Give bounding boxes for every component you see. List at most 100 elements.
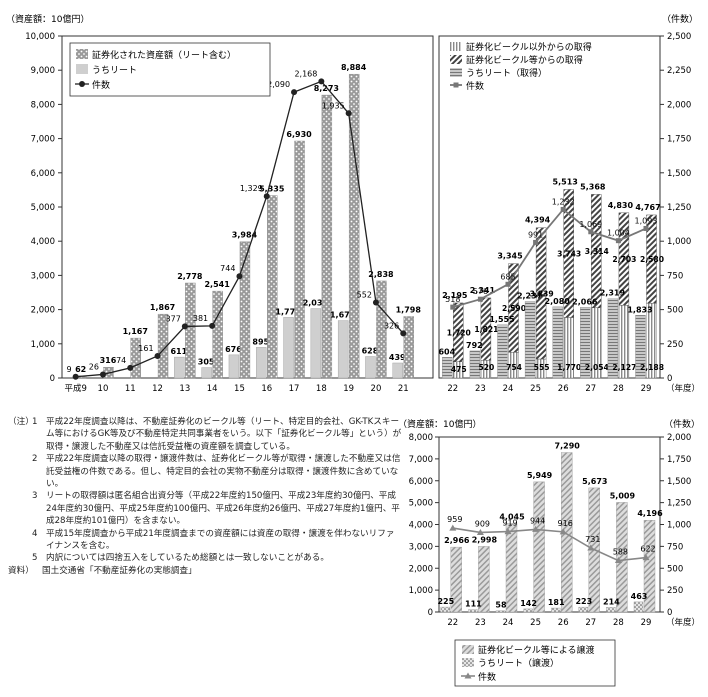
bottom-y-tick-label: 2,000 bbox=[409, 564, 433, 574]
acq-vehicle-label: 1,821 bbox=[474, 325, 498, 334]
transfer-count-label: 944 bbox=[530, 516, 545, 525]
acq-count-label: 1,004 bbox=[607, 229, 630, 238]
legend-label-reit-transfer: うちリート（譲渡） bbox=[478, 657, 559, 669]
acq-count-label: 685 bbox=[500, 272, 515, 281]
x-tick-label: 平成9 bbox=[64, 383, 86, 394]
count-label: 9 bbox=[67, 365, 72, 374]
legend-marker-transfer-count bbox=[464, 672, 472, 679]
acq-total-label: 4,767 bbox=[635, 203, 660, 212]
reit-transfer-label: 181 bbox=[548, 598, 565, 607]
transfer-bar-label: 7,290 bbox=[555, 442, 581, 451]
reit-bar-label: 305 bbox=[198, 358, 215, 367]
legend-marker-acq-count bbox=[453, 82, 459, 88]
y2-tick-label: 2,250 bbox=[667, 66, 691, 76]
transfer-bar bbox=[533, 481, 545, 613]
count-label: 161 bbox=[138, 344, 153, 353]
x-tick-label: 20 bbox=[371, 384, 382, 394]
bottom-y2-tick-label: 1,500 bbox=[667, 477, 691, 487]
acq-vehicle-bar bbox=[508, 263, 519, 353]
bottom-y-tick-label: 8,000 bbox=[409, 433, 433, 443]
acq-vehicle-label: 2,590 bbox=[502, 304, 526, 313]
acq-count-point bbox=[450, 304, 456, 310]
transfer-bar-label: 5,009 bbox=[610, 491, 636, 500]
y-tick-label: 6,000 bbox=[31, 169, 55, 179]
reit-transfer-bar bbox=[523, 608, 533, 613]
y2-axis-title: （件数） bbox=[662, 13, 698, 25]
transfer-count-label: 588 bbox=[613, 548, 628, 557]
acq-vehicle-label: 1,720 bbox=[447, 328, 471, 337]
y-tick-label: 2,000 bbox=[31, 306, 55, 316]
note-prefix: 資料） bbox=[8, 565, 34, 576]
reit-bar-label: 1,679 bbox=[330, 311, 356, 320]
transfer-count-label: 909 bbox=[475, 519, 490, 528]
acq-vehicle-label: 2,580 bbox=[640, 255, 664, 264]
x-tick-label: 21 bbox=[398, 384, 409, 394]
legend-label-count: 件数 bbox=[92, 79, 110, 91]
y2-tick-label: 2,500 bbox=[667, 32, 691, 42]
securitized-bar-label: 2,838 bbox=[368, 270, 394, 279]
transfer-count-point bbox=[532, 525, 540, 532]
note-row: 4 平成15年度調査から平成21年度調査までの資産額には資産の取得・譲渡を伴わない… bbox=[8, 528, 402, 553]
note-row: 3 リートの取得額は匿名組合出資分等（平成22年度約150億円、平成23年度約30… bbox=[8, 490, 402, 527]
note-prefix: （注） bbox=[8, 417, 34, 427]
x-tick-label: 22 bbox=[447, 384, 458, 394]
note-row: 資料） 国土交通省「不動産証券化の実態調査」 bbox=[8, 565, 402, 577]
bottom-y2-tick-label: 1,000 bbox=[667, 521, 691, 531]
reit-bar bbox=[256, 347, 267, 379]
reit-acq-bar bbox=[607, 298, 619, 379]
bottom-x-tick-label: 27 bbox=[585, 618, 596, 628]
reit-transfer-label: 225 bbox=[437, 597, 454, 606]
reit-transfer-label: 58 bbox=[495, 601, 507, 610]
note-number: 4 bbox=[32, 528, 38, 539]
acq-count-point bbox=[560, 206, 566, 212]
count-label: 2,168 bbox=[294, 69, 317, 78]
legend-label-transfer: 証券化ビークル等による譲渡 bbox=[478, 644, 594, 656]
reit-bar-label: 676 bbox=[225, 345, 242, 354]
acq-count-label: 576 bbox=[473, 287, 488, 296]
securitized-bar bbox=[294, 140, 305, 379]
count-point bbox=[291, 89, 298, 96]
reit-acq-label: 2,080 bbox=[545, 297, 571, 306]
count-point bbox=[154, 352, 161, 359]
acq-vehicle-bar bbox=[480, 297, 492, 361]
reit-acq-label: 2,066 bbox=[572, 297, 598, 306]
bottom-x-tick-label: 22 bbox=[447, 618, 458, 628]
securitized-bar bbox=[212, 290, 223, 379]
transfer-count-point bbox=[559, 528, 567, 535]
securitized-bar bbox=[376, 280, 387, 379]
count-label: 1,329 bbox=[240, 184, 263, 193]
count-label: 74 bbox=[116, 356, 126, 365]
reit-bar bbox=[392, 362, 403, 379]
note-text: 平成15年度調査から平成21年度調査までの資産額には資産の取得・譲渡を伴わないリ… bbox=[46, 528, 395, 552]
x-unit-label: （年度） bbox=[666, 383, 700, 394]
legend-swatch-transfer bbox=[462, 645, 474, 654]
acq-count-point bbox=[643, 225, 649, 231]
bottom-x-tick-label: 26 bbox=[558, 618, 569, 628]
reit-bar-label: 439 bbox=[389, 353, 406, 362]
bottom-y2-tick-label: 750 bbox=[667, 542, 683, 552]
legend-swatch-securitized bbox=[76, 49, 88, 59]
y2-tick-label: 1,000 bbox=[667, 237, 691, 247]
reit-transfer-bar bbox=[551, 607, 561, 613]
note-prefix bbox=[8, 453, 32, 490]
reit-bar-label: 895 bbox=[252, 337, 269, 346]
count-point bbox=[181, 323, 188, 330]
reit-bar bbox=[365, 356, 376, 379]
acq-count-label: 518 bbox=[445, 295, 460, 304]
x-tick-label: 16 bbox=[261, 384, 272, 394]
transfer-bar bbox=[643, 520, 656, 613]
reit-transfer-label: 214 bbox=[603, 597, 620, 606]
acq-count-label: 1,069 bbox=[579, 220, 602, 229]
acq-count-point bbox=[588, 229, 594, 235]
acq-non-vehicle-label: 754 bbox=[506, 363, 522, 372]
securitized-bar-label: 62 bbox=[75, 365, 86, 374]
transfer-bar-label: 2,998 bbox=[472, 535, 498, 544]
transfer-bar bbox=[505, 523, 518, 613]
legend-label-vehicle: 証券化ビークル等からの取得 bbox=[466, 54, 583, 66]
securitized-bar-label: 8,273 bbox=[314, 84, 339, 93]
count-label: 744 bbox=[220, 264, 235, 273]
y-tick-label: 0 bbox=[50, 374, 55, 384]
acq-non-vehicle-label: 2,127 bbox=[612, 363, 636, 372]
acq-total-label: 4,830 bbox=[608, 201, 634, 210]
